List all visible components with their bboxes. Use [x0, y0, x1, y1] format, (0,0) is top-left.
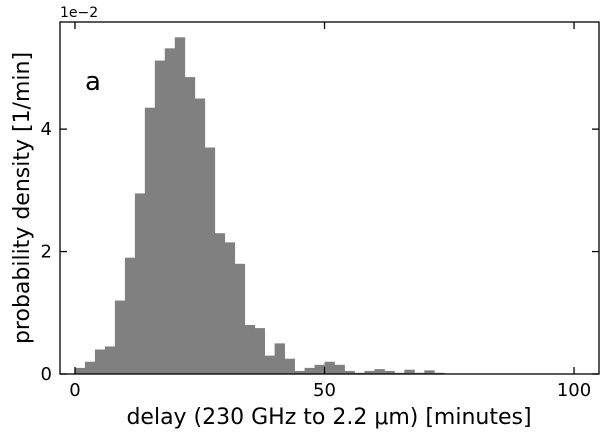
histogram-bar-19: [264, 355, 276, 374]
histogram-bar-6: [134, 193, 146, 374]
x-tick-label-2: 100: [557, 380, 591, 401]
histogram-bar-35: [424, 370, 435, 374]
histogram-bar-15: [224, 242, 236, 374]
y-tick-label-0: 0: [41, 364, 52, 385]
y-offset-label: 1e−2: [60, 5, 98, 21]
histogram-bar-18: [254, 328, 266, 374]
histogram-bar-16: [234, 263, 246, 374]
histogram-bar-5: [124, 257, 136, 374]
x-axis-label: delay (230 GHz to 2.2 μm) [minutes]: [126, 405, 531, 430]
histogram-bar-10: [174, 37, 186, 374]
histogram-bar-14: [214, 233, 226, 374]
histogram-bar-13: [204, 147, 216, 374]
histogram-bar-3: [104, 346, 116, 374]
histogram-bar-11: [184, 77, 196, 375]
y-tick-label-1: 2: [41, 242, 52, 263]
plot-frame: [59, 21, 600, 375]
histogram-bar-23: [304, 367, 315, 374]
histogram-bar-12: [194, 98, 206, 375]
panel-label: a: [85, 67, 101, 97]
x-tick-label-1: 50: [313, 380, 336, 401]
y-axis-label: probability density [1/min]: [10, 52, 35, 344]
histogram-bar-33: [404, 369, 415, 374]
histogram-bar-17: [244, 325, 256, 374]
ticks-layer: 0 50 100 0 2 4: [41, 22, 599, 401]
histogram-bar-1: [84, 361, 96, 374]
histogram-bar-21: [284, 358, 295, 374]
histogram-bar-26: [334, 364, 345, 374]
histogram-bar-25: [324, 361, 335, 374]
histogram-bar-27: [344, 370, 355, 374]
histogram-bar-22: [294, 370, 305, 374]
histogram-bar-24: [314, 364, 325, 374]
histogram-bar-0: [74, 367, 86, 374]
histogram-bar-29: [364, 370, 375, 374]
x-tick-label-0: 0: [69, 380, 80, 401]
bars-layer: [74, 37, 445, 375]
y-tick-label-2: 4: [41, 119, 52, 140]
histogram-bar-7: [144, 107, 156, 374]
histogram-bar-20: [274, 343, 285, 374]
histogram-bar-2: [94, 349, 106, 374]
histogram-bar-31: [384, 370, 395, 374]
histogram-bar-4: [114, 300, 126, 374]
histogram-bar-8: [154, 60, 166, 374]
histogram-bar-30: [374, 369, 385, 374]
histogram-bar-9: [164, 48, 176, 374]
